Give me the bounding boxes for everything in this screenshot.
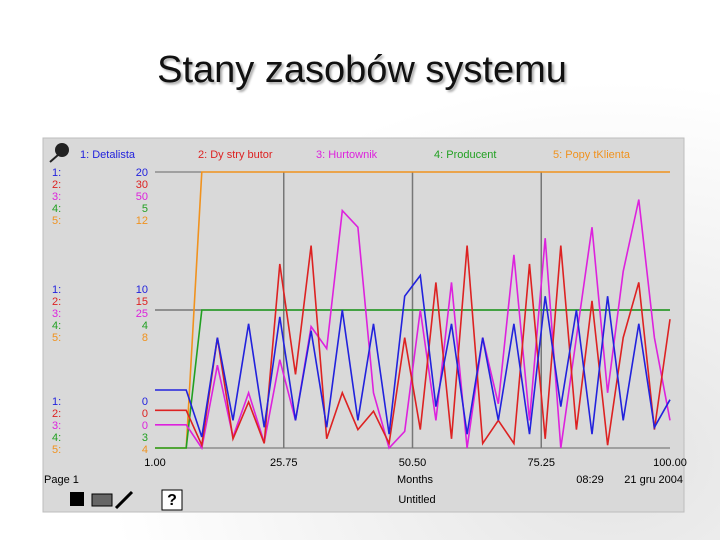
y-tick-label: 10 bbox=[136, 284, 148, 296]
page-label: Page 1 bbox=[44, 474, 79, 486]
legend-entry: 5: Popy tKlienta bbox=[553, 149, 631, 161]
legend-entry: 4: Producent bbox=[434, 149, 496, 161]
time-label: 08:29 bbox=[576, 474, 604, 486]
help-button[interactable] bbox=[161, 489, 183, 511]
x-tick-label: 100.00 bbox=[653, 457, 687, 469]
toolbar: ? bbox=[70, 489, 183, 511]
series-key: 4: bbox=[52, 203, 61, 215]
help-icon[interactable]: ? bbox=[167, 492, 177, 509]
series-line bbox=[155, 309, 670, 449]
document-name: Untitled bbox=[398, 494, 435, 506]
y-tick-label: 30 bbox=[136, 179, 148, 191]
series-key: 3: bbox=[52, 420, 61, 432]
series-key: 4: bbox=[52, 432, 61, 444]
x-tick-label: 1.00 bbox=[144, 457, 165, 469]
y-tick-label: 4 bbox=[142, 320, 148, 332]
series-key: 3: bbox=[52, 191, 61, 203]
x-tick-label: 75.25 bbox=[527, 457, 555, 469]
pin-head[interactable] bbox=[55, 143, 69, 157]
series-key: 4: bbox=[52, 320, 61, 332]
y-tick-label: 8 bbox=[142, 332, 148, 344]
series-line bbox=[155, 245, 671, 449]
series-key: 2: bbox=[52, 408, 61, 420]
y-tick-label: 3 bbox=[142, 432, 148, 444]
x-tick-label: 25.75 bbox=[270, 457, 298, 469]
y-tick-label: 25 bbox=[136, 308, 148, 320]
series-key: 2: bbox=[52, 179, 61, 191]
date-label: 21 gru 2004 bbox=[624, 474, 683, 486]
legend-entry: 3: Hurtownik bbox=[316, 149, 378, 161]
legend-entry: 1: Detalista bbox=[80, 149, 136, 161]
y-tick-label: 0 bbox=[142, 396, 148, 408]
series-key: 1: bbox=[52, 167, 61, 179]
tools-icon[interactable] bbox=[91, 493, 113, 507]
series-key: 5: bbox=[52, 444, 61, 456]
legend-entry: 2: Dy stry butor bbox=[198, 149, 273, 161]
y-tick-label: 4 bbox=[142, 444, 148, 456]
x-axis-label: Months bbox=[397, 474, 434, 486]
series-key: 3: bbox=[52, 308, 61, 320]
series-key: 1: bbox=[52, 284, 61, 296]
x-tick-label: 50.50 bbox=[399, 457, 427, 469]
slide-title: Stany zasobów systemu bbox=[157, 49, 567, 91]
y-tick-label: 50 bbox=[136, 191, 148, 203]
series-line bbox=[155, 273, 671, 438]
y-tick-label: 0 bbox=[142, 408, 148, 420]
y-tick-label: 12 bbox=[136, 215, 148, 227]
series-line bbox=[155, 199, 671, 451]
wand-icon[interactable] bbox=[114, 490, 134, 510]
y-tick-label: 0 bbox=[142, 420, 148, 432]
series-key: 5: bbox=[52, 215, 61, 227]
y-tick-label: 5 bbox=[142, 203, 148, 215]
series-key: 2: bbox=[52, 296, 61, 308]
y-tick-label: 15 bbox=[136, 296, 148, 308]
series-key: 1: bbox=[52, 396, 61, 408]
series-key: 5: bbox=[52, 332, 61, 344]
pin-needle[interactable] bbox=[49, 154, 59, 163]
graph-panel bbox=[42, 137, 685, 513]
lock-icon[interactable] bbox=[70, 492, 84, 506]
y-tick-label: 20 bbox=[136, 167, 148, 179]
series-line bbox=[155, 171, 670, 449]
pin-icon[interactable] bbox=[49, 143, 69, 163]
